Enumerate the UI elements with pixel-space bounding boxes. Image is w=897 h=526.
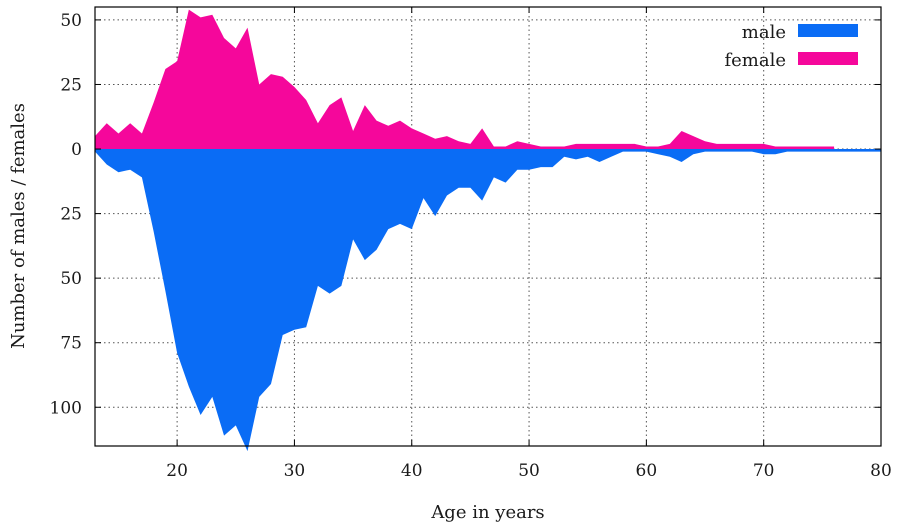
y-tick-label: 50: [60, 11, 82, 31]
x-tick-label: 80: [870, 461, 892, 481]
legend-swatch-female: [798, 52, 858, 65]
y-tick-label: 0: [71, 140, 82, 160]
y-tick-label: 75: [60, 334, 82, 354]
x-tick-label: 70: [753, 461, 775, 481]
x-tick-label: 30: [284, 461, 306, 481]
series-areas: [95, 9, 881, 452]
x-tick-label: 60: [636, 461, 658, 481]
area-male: [95, 149, 881, 452]
legend-label-female: female: [724, 50, 786, 71]
legend-swatch-male: [798, 24, 858, 37]
y-axis-label: Number of males / females: [8, 103, 29, 349]
legend: male female: [724, 22, 858, 71]
x-tick-label: 40: [401, 461, 423, 481]
x-axis-label: Age in years: [430, 502, 544, 523]
y-tick-label: 25: [60, 205, 82, 225]
y-tick-label: 100: [50, 398, 82, 418]
y-tick-label: 25: [60, 75, 82, 95]
y-tick-label: 50: [60, 269, 82, 289]
legend-label-male: male: [742, 22, 786, 43]
x-tick-label: 20: [166, 461, 188, 481]
plot-frame: [94, 6, 882, 447]
axis-ticks: [95, 7, 882, 446]
area-female: [95, 9, 835, 150]
x-tick-label: 50: [518, 461, 540, 481]
y-tick-labels: 50 25 0 25 50 75 100: [50, 11, 82, 418]
x-tick-labels: 20 30 40 50 60 70 80: [166, 461, 892, 481]
